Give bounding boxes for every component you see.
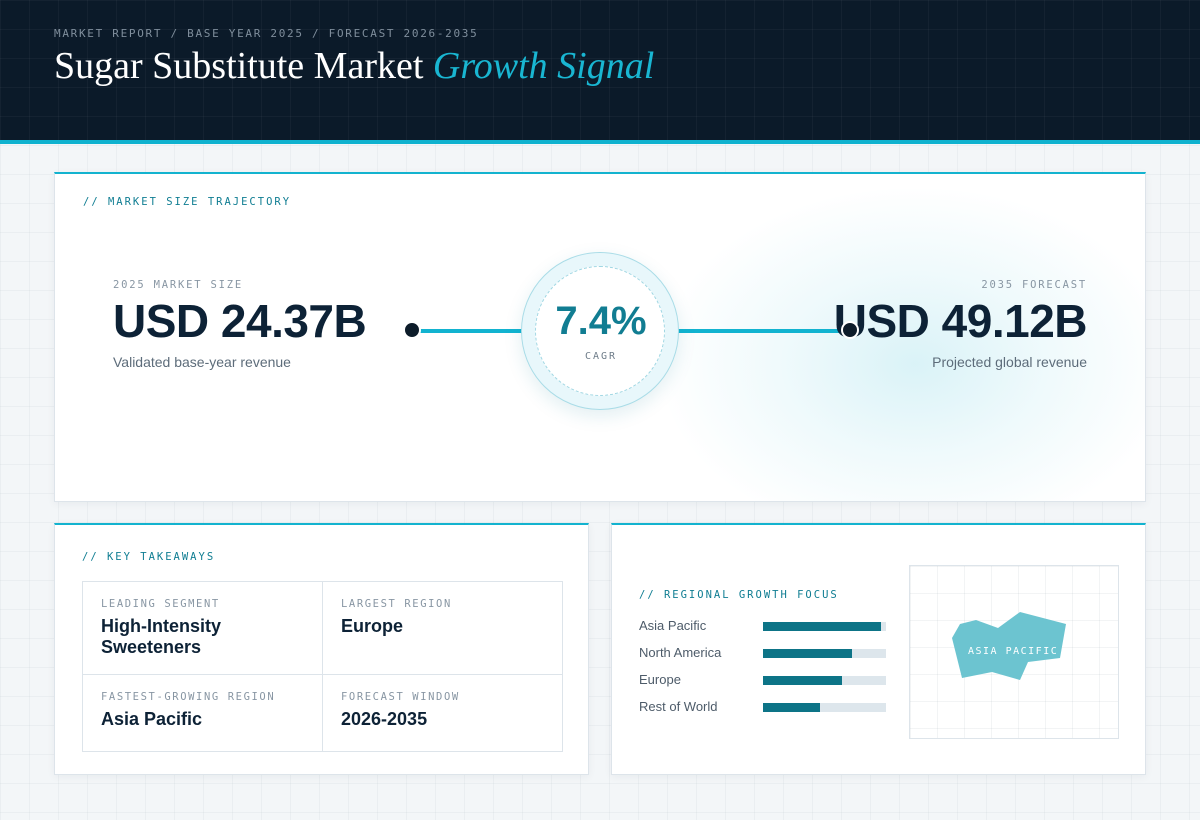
breadcrumb: MARKET REPORT / BASE YEAR 2025 / FORECAS… <box>54 27 479 40</box>
region-bar-label: Rest of World <box>639 699 718 714</box>
regional-growth-card: // REGIONAL GROWTH FOCUS Asia Pacific No… <box>611 523 1146 775</box>
takeaway-label: FORECAST WINDOW <box>341 691 460 703</box>
regional-section-label: // REGIONAL GROWTH FOCUS <box>639 589 839 601</box>
base-year-value: USD 24.37B <box>113 295 367 347</box>
takeaways-section-label: // KEY TAKEAWAYS <box>82 551 216 563</box>
region-bar-label: North America <box>639 645 722 660</box>
takeaway-value: Asia Pacific <box>101 709 203 729</box>
region-bar-row: Europe <box>639 672 889 688</box>
region-bar-label: Asia Pacific <box>639 618 707 633</box>
key-takeaways-card: // KEY TAKEAWAYS LEADING SEGMENT High-In… <box>54 523 589 775</box>
region-bar-track <box>763 703 886 712</box>
header-accent-bar <box>0 140 1200 144</box>
region-bar-row: North America <box>639 645 889 661</box>
forecast-subtitle: Projected global revenue <box>932 354 1087 370</box>
region-bar-track <box>763 649 886 658</box>
cagr-badge-inner: 7.4% CAGR <box>535 266 665 396</box>
region-bar-label: Europe <box>639 672 681 687</box>
base-year-label: 2025 MARKET SIZE <box>113 279 243 291</box>
region-bar-fill <box>763 622 882 631</box>
forecast-point-marker <box>841 321 859 339</box>
region-bar-fill <box>763 676 842 685</box>
market-size-trajectory-card: // MARKET SIZE TRAJECTORY 2025 MARKET SI… <box>54 172 1146 502</box>
trajectory-section-label: // MARKET SIZE TRAJECTORY <box>83 196 292 208</box>
region-bar-fill <box>763 703 820 712</box>
base-point-marker <box>403 321 421 339</box>
page-title: Sugar Substitute Market Growth Signal <box>54 44 654 88</box>
takeaway-value: High-Intensity Sweeteners <box>101 616 221 657</box>
region-bar-track <box>763 622 886 631</box>
grid-divider-vertical <box>322 582 323 751</box>
region-bar-row: Asia Pacific <box>639 618 889 634</box>
takeaways-grid: LEADING SEGMENT High-Intensity Sweetener… <box>82 581 563 752</box>
takeaway-value: Europe <box>341 616 404 636</box>
forecast-label: 2035 FORECAST <box>981 279 1087 291</box>
page-title-main: Sugar Substitute Market <box>54 45 424 87</box>
forecast-glow <box>655 184 1145 501</box>
region-map: ASIA PACIFIC <box>909 565 1119 739</box>
cagr-value: 7.4% <box>555 299 647 343</box>
takeaway-label: LEADING SEGMENT <box>101 598 220 610</box>
grid-divider-horizontal <box>83 674 562 675</box>
page-title-accent: Growth Signal <box>432 45 655 87</box>
takeaway-label: LARGEST REGION <box>341 598 452 610</box>
trajectory-line-left <box>412 329 537 333</box>
base-year-subtitle: Validated base-year revenue <box>113 354 291 370</box>
asia-pacific-map-icon <box>952 612 1066 680</box>
forecast-value: USD 49.12B <box>833 295 1088 347</box>
trajectory-line-right <box>663 329 845 333</box>
region-bar-fill <box>763 649 852 658</box>
map-region-label: ASIA PACIFIC <box>968 646 1059 657</box>
takeaway-label: FASTEST-GROWING REGION <box>101 691 276 703</box>
region-bar-row: Rest of World <box>639 699 889 715</box>
region-bar-track <box>763 676 886 685</box>
takeaway-value: 2026-2035 <box>341 709 428 729</box>
cagr-label: CAGR <box>584 351 618 362</box>
cagr-badge: 7.4% CAGR <box>521 252 679 410</box>
page-header: MARKET REPORT / BASE YEAR 2025 / FORECAS… <box>0 0 1200 140</box>
